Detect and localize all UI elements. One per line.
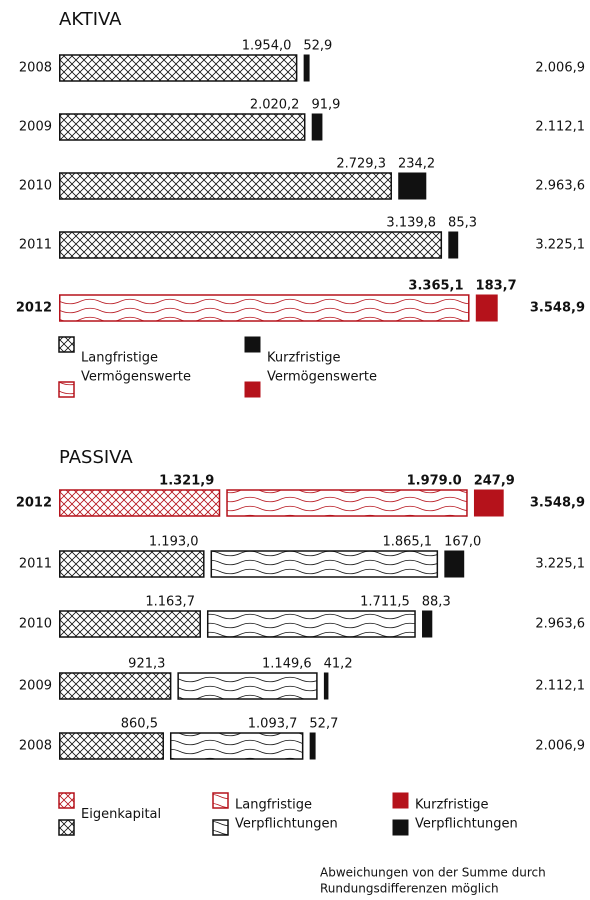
bar-segment — [177, 672, 318, 700]
bar-segment — [448, 231, 459, 259]
total-label: 2.963,6 — [535, 179, 585, 194]
bar-segment — [311, 113, 323, 141]
total-label: 2.006,9 — [535, 739, 585, 754]
y-tick-label: 2012 — [16, 496, 52, 511]
data-label: 1.711,5 — [360, 595, 410, 610]
bar-segment — [59, 294, 470, 322]
bar-segment — [59, 489, 221, 517]
data-label: 41,2 — [324, 657, 353, 672]
data-label: 1.321,9 — [159, 474, 214, 489]
bar-segment — [59, 113, 306, 141]
data-label: 2.729,3 — [336, 157, 386, 172]
bar-segment — [210, 550, 439, 578]
y-tick-label: 2010 — [19, 617, 52, 632]
chart-title: PASSIVA — [59, 447, 133, 468]
y-tick-label: 2008 — [19, 739, 52, 754]
total-label: 2.963,6 — [535, 617, 585, 632]
data-label: 183,7 — [476, 279, 517, 294]
total-label: 3.548,9 — [530, 496, 585, 511]
legend-swatch — [392, 819, 409, 836]
y-tick-label: 2010 — [19, 179, 52, 194]
note: Abweichungen von der Summe durch — [320, 866, 546, 880]
total-label: 2.006,9 — [535, 61, 585, 76]
legend-line: Langfristige — [81, 350, 158, 365]
legend-line: Verpflichtungen — [415, 816, 518, 831]
y-tick-label: 2012 — [16, 301, 52, 316]
legend-label: Kurzfristige Vermögenswerte — [267, 350, 377, 384]
data-label: 860,5 — [121, 717, 158, 732]
chart-title: AKTIVA — [59, 9, 122, 30]
total-label: 2.112,1 — [535, 120, 585, 135]
data-label: 1.093,7 — [248, 717, 298, 732]
data-label: 1.979.0 — [407, 474, 462, 489]
bar-segment — [422, 610, 433, 638]
legend-swatch — [58, 381, 75, 398]
legend-line: Eigenkapital — [81, 807, 161, 822]
y-tick-label: 2009 — [19, 120, 52, 135]
data-label: 3.365,1 — [408, 279, 463, 294]
total-label: 3.548,9 — [530, 301, 585, 316]
data-label: 3.139,8 — [386, 216, 436, 231]
note: Rundungsdifferenzen möglich — [320, 882, 499, 896]
data-label: 1.163,7 — [145, 595, 195, 610]
bar-segment — [473, 489, 504, 517]
data-label: 52,7 — [309, 717, 338, 732]
y-tick-label: 2009 — [19, 679, 52, 694]
legend-label: Langfristige Verpflichtungen — [235, 797, 338, 831]
y-tick-label: 2008 — [19, 61, 52, 76]
legend-line: Kurzfristige — [267, 350, 341, 365]
legend-swatch — [244, 336, 261, 353]
data-label: 85,3 — [448, 216, 477, 231]
total-label: 2.112,1 — [535, 679, 585, 694]
legend-line: Verpflichtungen — [235, 816, 338, 831]
legend-swatch — [58, 792, 75, 809]
bar-segment — [206, 610, 416, 638]
legend-swatch — [392, 792, 409, 809]
legend-line: Kurzfristige — [415, 797, 489, 812]
total-label: 3.225,1 — [535, 238, 585, 253]
legend-swatch — [212, 819, 229, 836]
bar-segment — [444, 550, 465, 578]
legend-line: Vermögenswerte — [267, 369, 377, 384]
bar-segment — [226, 489, 468, 517]
data-label: 1.193,0 — [149, 535, 199, 550]
data-label: 88,3 — [422, 595, 451, 610]
bar-segment — [303, 54, 310, 82]
data-label: 921,3 — [128, 657, 165, 672]
bar-segment — [475, 294, 498, 322]
data-label: 2.020,2 — [250, 98, 300, 113]
bar-segment — [59, 732, 164, 760]
bar-segment — [59, 54, 298, 82]
bar-segment — [59, 672, 172, 700]
data-label: 1.954,0 — [242, 39, 292, 54]
bar-segment — [59, 610, 201, 638]
data-label: 234,2 — [398, 157, 435, 172]
bar-segment — [59, 172, 392, 200]
bar-segment — [323, 672, 329, 700]
data-label: 91,9 — [311, 98, 340, 113]
legend-label: Eigenkapital — [81, 807, 161, 822]
bar-segment — [309, 732, 316, 760]
data-label: 1.149,6 — [262, 657, 312, 672]
legend-swatch — [212, 792, 229, 809]
legend-swatch — [244, 381, 261, 398]
data-label: 1.865,1 — [382, 535, 432, 550]
legend-line: Vermögenswerte — [81, 369, 191, 384]
legend-line: Langfristige — [235, 797, 312, 812]
y-tick-label: 2011 — [19, 238, 52, 253]
bar-segment — [59, 231, 443, 259]
legend-swatch — [58, 336, 75, 353]
bar-segment — [398, 172, 427, 200]
total-label: 3.225,1 — [535, 557, 585, 572]
y-tick-label: 2011 — [19, 557, 52, 572]
data-label: 247,9 — [474, 474, 515, 489]
data-label: 52,9 — [303, 39, 332, 54]
legend-label: Langfristige Vermögenswerte — [81, 350, 191, 384]
legend-label: Kurzfristige Verpflichtungen — [415, 797, 518, 831]
bar-segment — [59, 550, 205, 578]
bar-segment — [169, 732, 304, 760]
data-label: 167,0 — [444, 535, 481, 550]
legend-swatch — [58, 819, 75, 836]
